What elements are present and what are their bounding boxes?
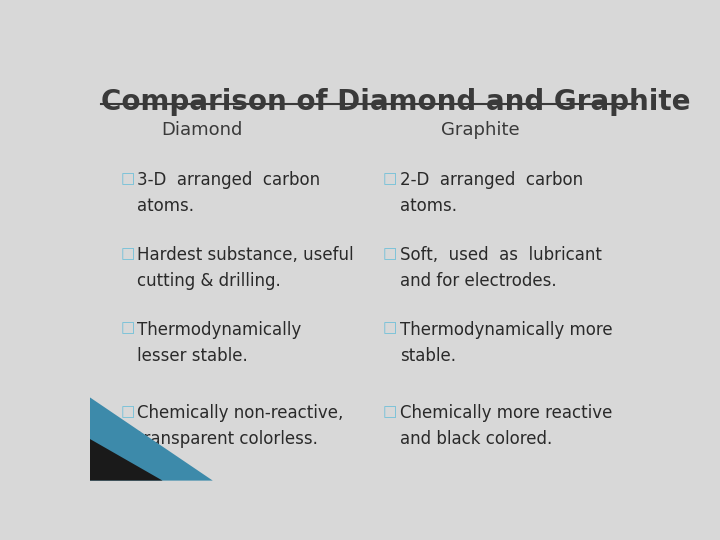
- Text: Thermodynamically more
stable.: Thermodynamically more stable.: [400, 321, 612, 365]
- Text: □: □: [121, 171, 135, 186]
- Text: Soft,  used  as  lubricant
and for electrodes.: Soft, used as lubricant and for electrod…: [400, 246, 602, 290]
- Text: □: □: [121, 321, 135, 335]
- Text: Chemically non-reactive,
transparent colorless.: Chemically non-reactive, transparent col…: [138, 404, 344, 448]
- Text: □: □: [383, 171, 397, 186]
- Polygon shape: [90, 397, 213, 481]
- Text: □: □: [121, 246, 135, 261]
- Text: Hardest substance, useful
cutting & drilling.: Hardest substance, useful cutting & dril…: [138, 246, 354, 290]
- Polygon shape: [90, 439, 163, 481]
- Text: Comparison of Diamond and Graphite: Comparison of Diamond and Graphite: [101, 87, 690, 116]
- Text: Thermodynamically
lesser stable.: Thermodynamically lesser stable.: [138, 321, 302, 365]
- Text: □: □: [383, 404, 397, 418]
- Text: Chemically more reactive
and black colored.: Chemically more reactive and black color…: [400, 404, 612, 448]
- Text: □: □: [121, 404, 135, 418]
- Text: □: □: [383, 321, 397, 335]
- Text: 2-D  arranged  carbon
atoms.: 2-D arranged carbon atoms.: [400, 171, 582, 215]
- Text: □: □: [383, 246, 397, 261]
- Text: Diamond: Diamond: [161, 121, 243, 139]
- Text: 3-D  arranged  carbon
atoms.: 3-D arranged carbon atoms.: [138, 171, 320, 215]
- Text: Graphite: Graphite: [441, 121, 520, 139]
